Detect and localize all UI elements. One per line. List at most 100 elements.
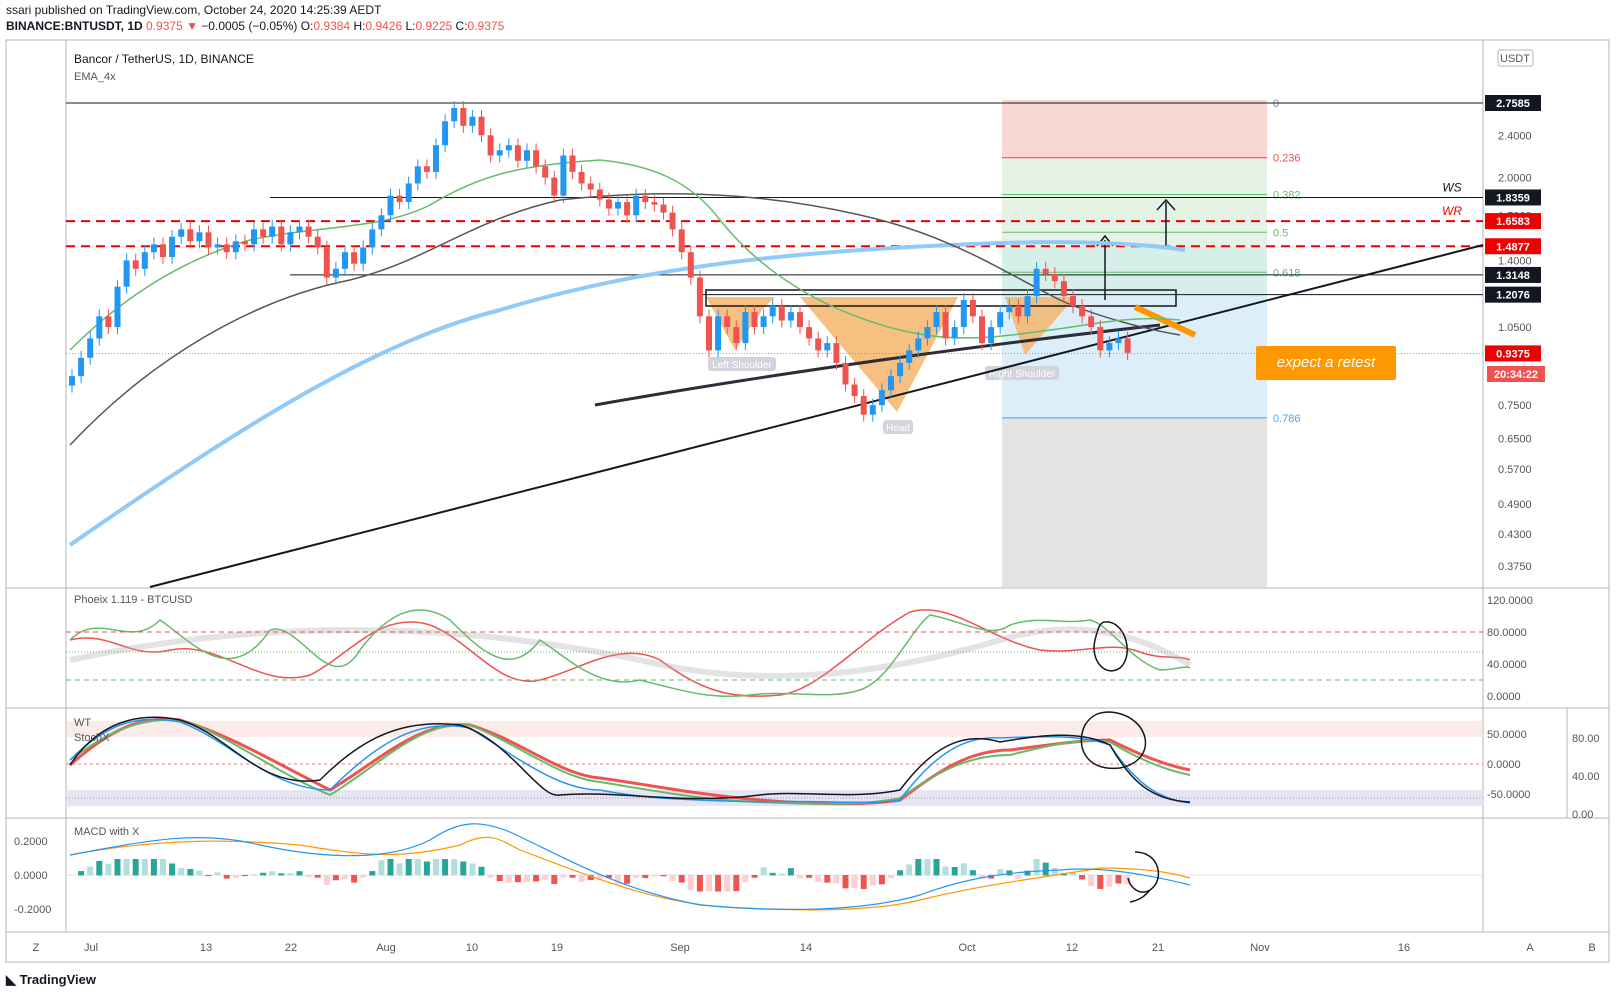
ema-gray bbox=[69, 193, 1181, 446]
candle-body bbox=[669, 212, 676, 230]
fib-level-label: 0.236 bbox=[1273, 153, 1301, 165]
log-scale-button[interactable]: B bbox=[1588, 942, 1595, 954]
macd-histogram-bar bbox=[997, 869, 1004, 876]
wt-circle-annotation bbox=[1080, 711, 1147, 770]
price-tick-label: 1.4000 bbox=[1498, 255, 1532, 267]
macd-histogram-bar bbox=[751, 875, 758, 878]
candle-body bbox=[715, 316, 722, 351]
macd-histogram-bar bbox=[232, 875, 239, 878]
macd-histogram-bar bbox=[969, 870, 976, 876]
price-level-tag bbox=[1485, 345, 1541, 362]
candle-body bbox=[305, 226, 312, 237]
candle-body bbox=[423, 166, 430, 172]
price-axis[interactable]: 3.40002.40002.00001.70001.40001.05000.75… bbox=[1498, 50, 1532, 573]
neckline-curve[interactable] bbox=[594, 323, 1161, 407]
auto-scale-button[interactable]: A bbox=[1526, 942, 1534, 954]
macd-histogram-bar bbox=[815, 875, 822, 883]
candle-body bbox=[123, 260, 130, 287]
price-level-value: 1.4877 bbox=[1496, 241, 1530, 253]
macd-histogram-bar bbox=[414, 859, 421, 876]
macd-histogram-bar bbox=[451, 859, 458, 876]
macd-histogram-bar bbox=[314, 875, 321, 878]
high-label: H: bbox=[353, 19, 366, 33]
candle-body bbox=[1051, 274, 1058, 282]
macd-histogram-bar bbox=[669, 875, 676, 881]
candle-body bbox=[596, 189, 603, 200]
candle-body bbox=[533, 150, 540, 167]
consolidation-box[interactable] bbox=[705, 289, 1177, 307]
macd-orange-line bbox=[69, 836, 1191, 911]
macd-histogram-bar bbox=[778, 873, 785, 876]
time-tick-label: 19 bbox=[551, 942, 563, 954]
candle-body bbox=[833, 343, 840, 363]
candle-body bbox=[1115, 338, 1122, 344]
macd-histogram-bar bbox=[897, 870, 904, 876]
candle-body bbox=[433, 145, 439, 172]
candle-body bbox=[132, 260, 139, 269]
publish-header: ssari published on TradingView.com, Octo… bbox=[6, 2, 504, 34]
macd-histogram-bar bbox=[769, 872, 776, 876]
candle-body bbox=[105, 316, 112, 328]
candle-body bbox=[241, 241, 248, 245]
candle-body bbox=[979, 316, 985, 344]
macd-histogram-bar bbox=[78, 871, 85, 876]
left-shoulder-label: Left Shoulder bbox=[712, 360, 772, 371]
macd-histogram-bar bbox=[1124, 875, 1131, 885]
macd-histogram-bar bbox=[979, 875, 985, 879]
macd-histogram-bar bbox=[260, 872, 267, 876]
candle-body bbox=[542, 166, 549, 178]
macd-histogram-bar bbox=[178, 868, 185, 876]
wt-red-line bbox=[69, 717, 1191, 806]
rising-trendline[interactable] bbox=[149, 244, 1484, 588]
zoom-button[interactable]: Z bbox=[33, 942, 40, 954]
phoeix-gray-fill bbox=[69, 626, 1192, 679]
fib-retracement[interactable]: 0 0.236 0.382 0.5 0.618 0.786 bbox=[1002, 98, 1301, 587]
unit-box[interactable] bbox=[1497, 49, 1534, 67]
retest-callout: expect a retest bbox=[1256, 346, 1396, 380]
unit-label: USDT bbox=[1500, 53, 1530, 65]
candle-body bbox=[378, 215, 385, 230]
fib-zone-0-236 bbox=[1002, 100, 1267, 159]
candle-body bbox=[1088, 316, 1095, 328]
low-value: 0.9225 bbox=[415, 19, 453, 33]
countdown-tag bbox=[1487, 366, 1545, 382]
candle-body bbox=[150, 244, 157, 253]
candle-body bbox=[778, 306, 785, 321]
macd-histogram-bar bbox=[114, 859, 121, 876]
wt-pane[interactable]: WT StochX 50.0000 0.0000 -50.0000 80.00 40.0… bbox=[66, 711, 1600, 821]
macd-histogram-bar bbox=[551, 875, 558, 885]
candle-body bbox=[860, 396, 867, 415]
time-axis[interactable]: Jul 13 22 Aug 10 19 Sep 14 Oct 12 21 Nov 16 bbox=[84, 942, 1410, 954]
macd-histogram-bar bbox=[888, 875, 894, 879]
price-level-value: 1.3148 bbox=[1496, 270, 1530, 282]
candle-body bbox=[287, 232, 294, 245]
price-tick-label: 1.0500 bbox=[1498, 322, 1532, 334]
price-level-tag-name: WS bbox=[1442, 180, 1461, 194]
candle-body bbox=[442, 121, 449, 146]
price-tick-label: 0.3750 bbox=[1498, 561, 1532, 573]
macd-histogram-bar bbox=[1033, 859, 1040, 876]
macd-histogram-bar bbox=[505, 875, 512, 883]
candle-body bbox=[869, 405, 876, 415]
macd-histogram-bar bbox=[806, 875, 813, 878]
macd-histogram-bar bbox=[1015, 875, 1022, 879]
candle-body bbox=[351, 252, 358, 264]
price-level-tag bbox=[1485, 286, 1541, 303]
macd-histogram-bar bbox=[96, 860, 103, 876]
candle-body bbox=[69, 376, 75, 386]
candle-body bbox=[569, 155, 576, 172]
macd-histogram-bar bbox=[1079, 875, 1086, 880]
macd-histogram-bar bbox=[396, 863, 403, 876]
tradingview-logo[interactable]: ◣ TradingView bbox=[6, 972, 96, 988]
price-level-tag-name: WR bbox=[1442, 204, 1462, 218]
macd-histogram-bar bbox=[706, 875, 712, 892]
candle-body bbox=[660, 204, 667, 213]
macd-histogram-bar bbox=[160, 859, 166, 876]
time-tick-label: Oct bbox=[958, 942, 975, 954]
phoeix-pane[interactable]: Phoeix 1.119 - BTCUSD 120.0000 80.0000 40.… bbox=[66, 594, 1533, 703]
price-tick-label: 2.0000 bbox=[1498, 173, 1532, 185]
candle-body bbox=[906, 350, 913, 363]
macd-pane[interactable]: MACD with X 0.2000 0.0000 -0.2000 bbox=[14, 823, 1483, 916]
candle-body bbox=[187, 229, 194, 242]
